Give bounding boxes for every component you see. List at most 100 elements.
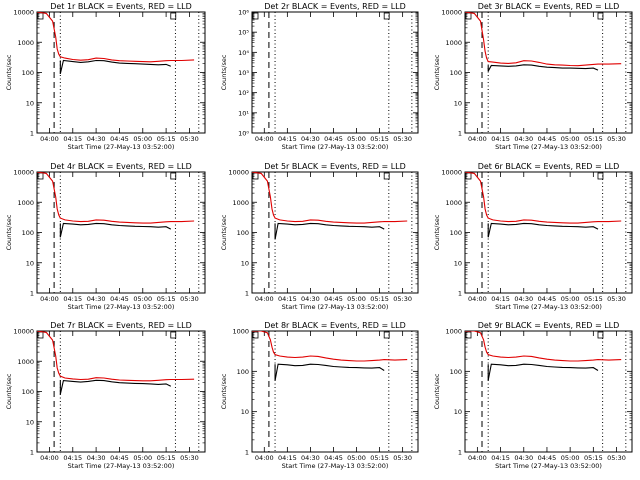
x-tick-label: 04:00: [468, 135, 487, 143]
y-axis-label: Counts/sec: [433, 54, 441, 90]
x-tick-label: 04:45: [324, 454, 343, 462]
x-tick-label: 05:00: [133, 295, 152, 303]
x-tick-label: 05:00: [561, 454, 580, 462]
y-tick-label: 1: [458, 290, 462, 298]
x-tick-label: 05:15: [370, 295, 389, 303]
x-tick-label: 04:15: [63, 135, 82, 143]
x-tick-label: 04:45: [110, 295, 129, 303]
x-tick-label: 05:15: [157, 454, 176, 462]
x-tick-label: 04:45: [538, 295, 557, 303]
x-tick-label: 04:15: [491, 295, 510, 303]
y-axis-label: Counts/sec: [5, 214, 13, 250]
y-tick-label: 100: [450, 229, 462, 237]
y-tick-label: 10000: [13, 328, 34, 336]
y-axis-label: Counts/sec: [433, 373, 441, 409]
y-tick-label: 10¹: [238, 109, 249, 117]
corner-marker-left: [37, 12, 44, 20]
x-tick-label: 04:45: [538, 135, 557, 143]
plot-frame: [36, 171, 206, 294]
corner-marker-left: [465, 331, 472, 339]
y-tick-label: 1000: [232, 199, 249, 207]
panel-title: Det 3r BLACK = Events, RED = LLD: [478, 2, 620, 11]
y-tick-label: 100: [22, 69, 34, 77]
y-tick-label: 100: [450, 69, 462, 77]
plot-frame: [36, 330, 206, 453]
panel-7: Det 7r BLACK = Events, RED = LLD 1 10 100 10…: [5, 321, 206, 470]
y-tick-label: 100: [450, 368, 462, 376]
x-tick-label: 04:00: [40, 454, 59, 462]
y-tick-label: 1000: [445, 199, 462, 207]
x-axis-label: Start Time (27-May-13 03:52:00): [495, 143, 602, 151]
x-axis-label: Start Time (27-May-13 03:52:00): [68, 462, 175, 470]
x-tick-label: 04:15: [63, 454, 82, 462]
x-tick-label: 05:30: [607, 454, 626, 462]
x-tick-label: 04:45: [110, 135, 129, 143]
plot-frame: [464, 330, 633, 453]
x-tick-label: 05:00: [133, 135, 152, 143]
x-tick-label: 05:00: [133, 454, 152, 462]
series-line-lld: [37, 172, 195, 224]
corner-marker-left: [252, 331, 259, 339]
series-line-lld: [252, 331, 408, 362]
x-tick-label: 04:30: [514, 454, 533, 462]
x-tick-label: 05:30: [393, 454, 412, 462]
x-tick-label: 05:15: [370, 454, 389, 462]
x-tick-label: 05:15: [584, 454, 603, 462]
x-tick-label: 05:00: [561, 135, 580, 143]
y-tick-label: 10000: [441, 9, 462, 17]
x-tick-label: 05:00: [347, 295, 366, 303]
x-tick-label: 04:15: [278, 135, 297, 143]
x-tick-label: 04:45: [538, 454, 557, 462]
x-tick-label: 04:00: [255, 135, 274, 143]
x-tick-label: 05:30: [393, 295, 412, 303]
corner-marker-left: [465, 12, 472, 20]
y-tick-label: 10⁴: [238, 49, 249, 57]
series-line-lld: [465, 172, 622, 224]
y-tick-label: 1000: [17, 358, 34, 366]
panel-title: Det 4r BLACK = Events, RED = LLD: [50, 162, 192, 171]
y-axis-label: Counts/sec: [5, 54, 13, 90]
y-tick-label: 10³: [238, 69, 249, 77]
corner-marker-right: [170, 12, 177, 20]
y-tick-label: 10: [26, 99, 34, 107]
x-tick-label: 04:00: [468, 454, 487, 462]
series-line-lld: [465, 12, 622, 67]
plot-frame: [464, 11, 633, 134]
corner-marker-left: [37, 172, 44, 180]
corner-marker-right: [597, 331, 604, 339]
y-tick-label: 10: [241, 259, 249, 267]
x-tick-label: 04:30: [87, 135, 106, 143]
panel-title: Det 8r BLACK = Events, RED = LLD: [264, 321, 406, 330]
y-axis-label: Counts/sec: [220, 54, 228, 90]
x-tick-label: 05:30: [393, 135, 412, 143]
y-tick-label: 1: [458, 449, 462, 457]
x-axis-label: Start Time (27-May-13 03:52:00): [495, 462, 602, 470]
x-tick-label: 05:15: [157, 135, 176, 143]
x-tick-label: 05:30: [607, 135, 626, 143]
x-tick-label: 04:30: [87, 295, 106, 303]
x-tick-label: 04:45: [110, 454, 129, 462]
x-tick-label: 04:30: [301, 295, 320, 303]
y-tick-label: 10000: [228, 169, 249, 177]
y-tick-label: 10000: [13, 169, 34, 177]
x-tick-label: 05:15: [370, 135, 389, 143]
x-tick-label: 04:30: [514, 295, 533, 303]
y-tick-label: 10000: [441, 169, 462, 177]
x-axis-label: Start Time (27-May-13 03:52:00): [282, 303, 389, 311]
series-line-events: [487, 64, 599, 72]
panel-9: Det 9r BLACK = Events, RED = LLD 1 10 100 10…: [433, 321, 633, 470]
panel-title: Det 2r BLACK = Events, RED = LLD: [264, 2, 406, 11]
x-axis-label: Start Time (27-May-13 03:52:00): [68, 303, 175, 311]
x-axis-label: Start Time (27-May-13 03:52:00): [68, 143, 175, 151]
plot-frame: [36, 11, 206, 134]
x-axis-label: Start Time (27-May-13 03:52:00): [282, 143, 389, 151]
corner-marker-right: [383, 331, 390, 339]
series-line-events: [274, 222, 385, 240]
panel-6: Det 6r BLACK = Events, RED = LLD 1 10 100 10…: [433, 162, 633, 311]
x-tick-label: 05:15: [157, 295, 176, 303]
panel-title: Det 7r BLACK = Events, RED = LLD: [50, 321, 192, 330]
y-tick-label: 1000: [445, 328, 462, 336]
y-tick-label: 10²: [238, 89, 249, 97]
y-tick-label: 10: [26, 418, 34, 426]
